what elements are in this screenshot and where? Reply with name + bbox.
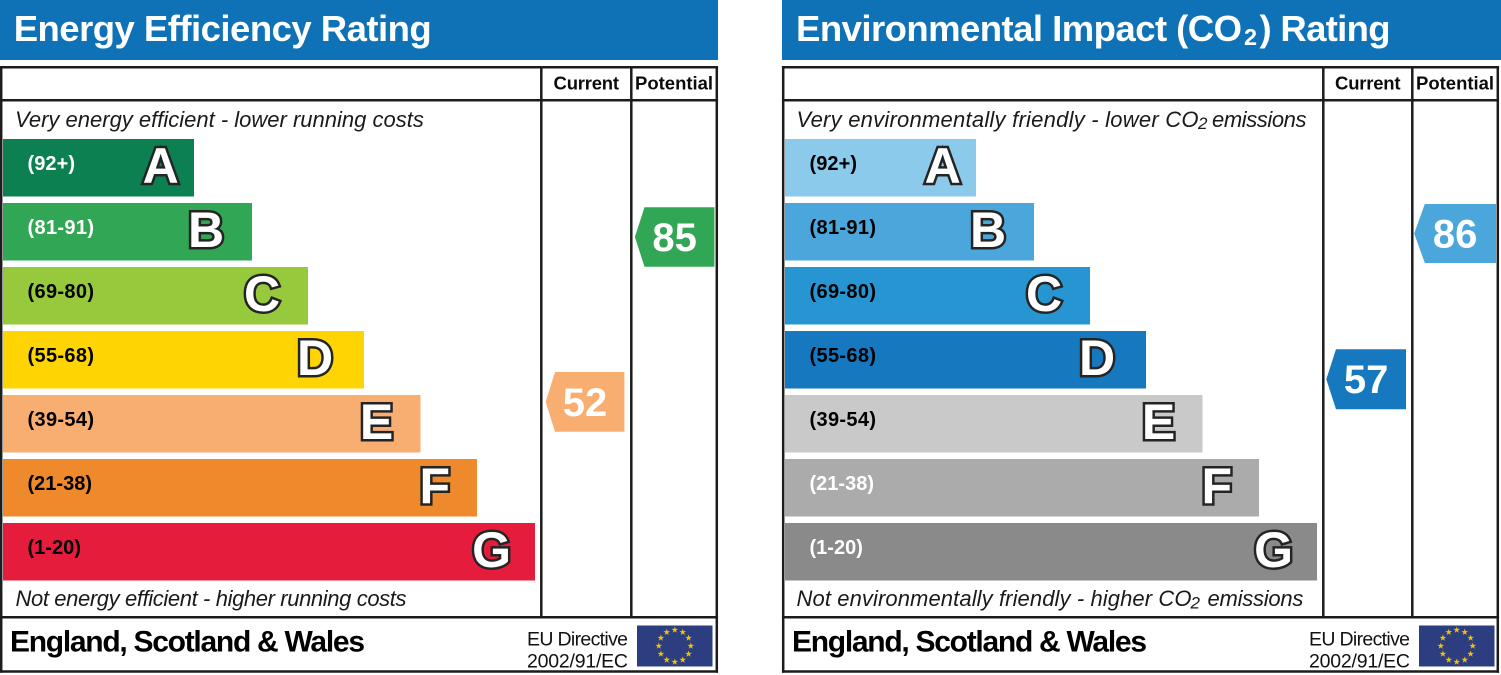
svg-text:Environmental Impact (CO: Environmental Impact (CO — [796, 8, 1242, 49]
svg-text:2002/91/EC: 2002/91/EC — [1309, 651, 1410, 673]
svg-text:(81-91): (81-91) — [28, 217, 95, 239]
svg-text:Potential: Potential — [635, 73, 713, 94]
svg-text:B: B — [970, 202, 1006, 258]
svg-text:(21-38): (21-38) — [810, 473, 874, 495]
svg-text:52: 52 — [563, 381, 608, 425]
svg-text:86: 86 — [1433, 212, 1478, 256]
svg-text:G: G — [472, 522, 511, 578]
svg-text:(81-91): (81-91) — [810, 217, 877, 239]
svg-text:(69-80): (69-80) — [810, 281, 877, 303]
svg-text:EU Directive: EU Directive — [527, 629, 628, 651]
svg-text:(39-54): (39-54) — [28, 409, 95, 431]
svg-text:(92+): (92+) — [810, 153, 858, 175]
svg-text:(69-80): (69-80) — [28, 281, 95, 303]
svg-text:(1-20): (1-20) — [810, 537, 863, 559]
svg-text:emissions: emissions — [1208, 586, 1304, 611]
svg-text:Current: Current — [1335, 73, 1401, 94]
svg-text:D: D — [297, 330, 333, 386]
svg-text:England, Scotland & Wales: England, Scotland & Wales — [10, 626, 365, 659]
svg-text:EU Directive: EU Directive — [1309, 629, 1410, 651]
svg-text:Potential: Potential — [1416, 73, 1494, 94]
svg-text:Not environmentally friendly -: Not environmentally friendly - higher CO — [797, 586, 1192, 611]
svg-text:(21-38): (21-38) — [28, 473, 92, 495]
svg-text:Very environmentally friendly: Very environmentally friendly - lower CO — [797, 107, 1199, 132]
svg-text:E: E — [360, 394, 393, 450]
svg-text:2: 2 — [1190, 594, 1201, 613]
svg-text:2002/91/EC: 2002/91/EC — [527, 651, 628, 673]
svg-text:B: B — [188, 202, 224, 258]
svg-text:(55-68): (55-68) — [28, 345, 95, 367]
svg-text:D: D — [1079, 330, 1115, 386]
svg-text:Very energy efficient - lower: Very energy efficient - lower running co… — [15, 107, 424, 132]
svg-text:) Rating: ) Rating — [1260, 8, 1391, 49]
svg-text:Current: Current — [554, 73, 620, 94]
svg-text:Not energy efficient - higher: Not energy efficient - higher running co… — [16, 586, 407, 611]
svg-text:E: E — [1142, 394, 1175, 450]
svg-text:F: F — [1202, 458, 1233, 514]
svg-text:A: A — [143, 138, 179, 194]
svg-text:(55-68): (55-68) — [810, 345, 877, 367]
svg-text:85: 85 — [652, 216, 697, 260]
svg-text:C: C — [244, 266, 280, 322]
svg-text:emissions: emissions — [1212, 107, 1307, 132]
svg-text:(39-54): (39-54) — [810, 409, 877, 431]
svg-text:(1-20): (1-20) — [28, 537, 81, 559]
svg-text:2: 2 — [1197, 114, 1208, 133]
svg-text:A: A — [925, 138, 961, 194]
svg-text:(92+): (92+) — [28, 153, 76, 175]
svg-text:G: G — [1254, 522, 1293, 578]
svg-text:2: 2 — [1244, 24, 1257, 50]
svg-text:England, Scotland & Wales: England, Scotland & Wales — [792, 626, 1147, 659]
svg-text:57: 57 — [1344, 358, 1389, 402]
svg-text:F: F — [420, 458, 451, 514]
svg-text:C: C — [1026, 266, 1062, 322]
svg-text:Energy Efficiency Rating: Energy Efficiency Rating — [14, 8, 432, 49]
